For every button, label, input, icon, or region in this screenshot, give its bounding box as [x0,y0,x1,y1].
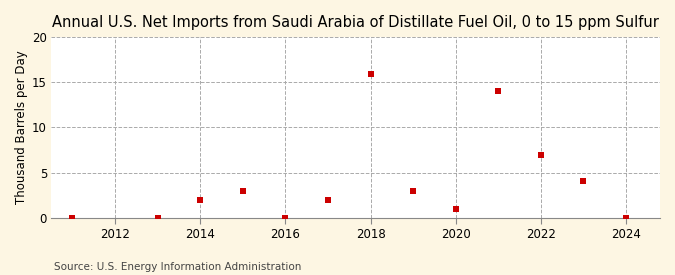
Point [24,216,35,220]
Point [620,216,631,220]
Point [535,153,546,158]
Point [578,179,589,183]
Point [365,72,376,76]
Point [408,189,418,193]
Text: Source: U.S. Energy Information Administration: Source: U.S. Energy Information Administ… [54,262,301,272]
Point [280,216,291,220]
Point [450,207,461,211]
Title: Annual U.S. Net Imports from Saudi Arabia of Distillate Fuel Oil, 0 to 15 ppm Su: Annual U.S. Net Imports from Saudi Arabi… [52,15,659,30]
Point [493,89,504,93]
Point [238,189,248,193]
Point [323,198,333,202]
Y-axis label: Thousand Barrels per Day: Thousand Barrels per Day [15,51,28,204]
Point [153,216,163,220]
Point [67,216,78,220]
Point [195,198,206,202]
